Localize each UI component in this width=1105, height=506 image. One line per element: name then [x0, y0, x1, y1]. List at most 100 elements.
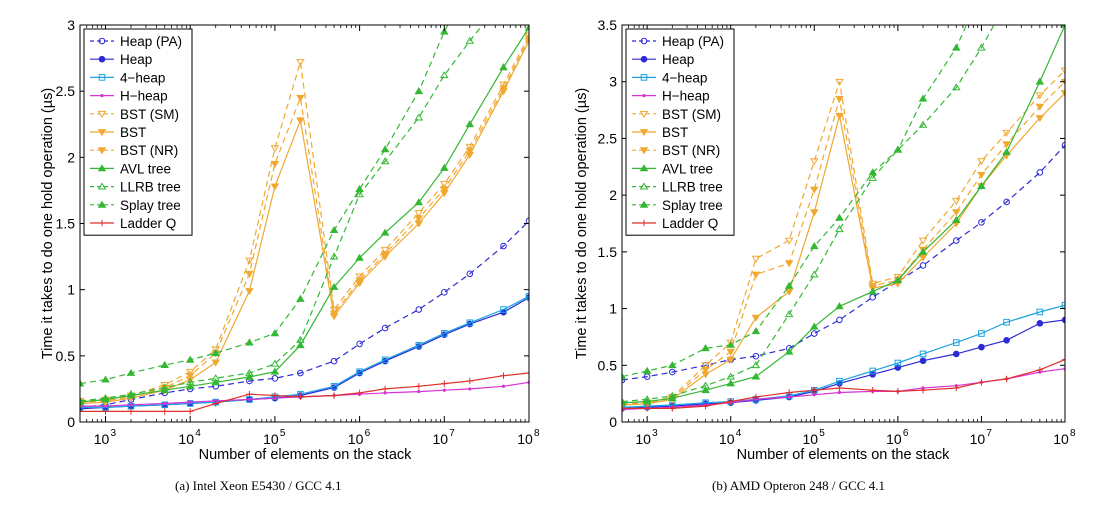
data-point: [330, 382, 338, 390]
data-point: [751, 372, 761, 380]
data-point: [415, 383, 423, 390]
legend-label: BST (NR): [120, 143, 178, 158]
data-point: [726, 356, 736, 364]
data-point: [752, 352, 760, 360]
legend-label: Splay tree: [120, 198, 181, 213]
data-point: [186, 408, 194, 415]
legend-item-bst: BST: [632, 125, 688, 140]
data-point: [245, 368, 254, 376]
data-point: [868, 287, 877, 295]
data-point: [525, 217, 529, 225]
caption-right: (b) AMD Opteron 248 / GCC 4.1: [712, 478, 885, 493]
legend-label: Heap: [662, 52, 694, 67]
data-point: [185, 378, 195, 386]
data-point: [951, 215, 961, 223]
caption-left: (a) Intel Xeon E5430 / GCC 4.1: [175, 478, 342, 493]
legend-item-ladder-q: Ladder Q: [632, 216, 718, 231]
series-line-4-heap: [622, 304, 1065, 408]
data-point: [951, 197, 961, 205]
data-point: [701, 366, 710, 374]
data-point: [726, 348, 736, 356]
data-point: [669, 368, 676, 376]
data-point: [702, 402, 709, 410]
x-tick-label: 10: [1053, 431, 1069, 447]
data-point: [978, 330, 985, 337]
series-line-llrb-tree: [80, 25, 484, 402]
data-point: [500, 242, 507, 250]
data-point: [1002, 141, 1011, 149]
legend-label: Heap (PA): [120, 34, 182, 49]
data-point: [329, 282, 339, 290]
legend-item-splay-tree: Splay tree: [90, 198, 181, 213]
data-point: [414, 215, 424, 223]
legend-marker: [98, 219, 106, 227]
y-tick-label: 1.5: [598, 244, 618, 260]
data-point: [80, 408, 84, 415]
data-point: [440, 27, 449, 35]
data-point: [643, 405, 651, 412]
data-point: [868, 173, 877, 182]
data-point: [524, 25, 529, 31]
data-point: [442, 388, 446, 392]
data-point: [211, 359, 220, 367]
data-point: [951, 209, 961, 217]
legend: Heap (PA) Heap 4−heap H−heap BST (SM) BST BST …: [83, 28, 193, 236]
data-point: [977, 158, 986, 166]
data-point: [185, 372, 195, 380]
data-point: [810, 242, 819, 250]
data-point: [1036, 169, 1044, 176]
data-point: [787, 395, 791, 399]
data-point: [414, 87, 424, 95]
data-point: [751, 255, 761, 263]
data-point: [919, 350, 927, 358]
y-tick-label: 0: [67, 414, 75, 430]
data-point: [499, 63, 508, 71]
series-line-heap-pa: [80, 220, 529, 408]
data-point: [642, 397, 652, 405]
data-point: [330, 392, 338, 399]
legend-label: Ladder Q: [662, 216, 718, 231]
data-point: [701, 386, 710, 394]
legend-marker: [100, 94, 104, 98]
series-ladder-q: [622, 356, 1065, 412]
data-point: [785, 389, 793, 396]
legend-marker: [97, 164, 107, 172]
y-tick-label: 2: [67, 149, 75, 165]
data-point: [380, 228, 390, 236]
data-point: [1060, 90, 1065, 98]
data-point: [383, 391, 387, 395]
y-tick-label: 0: [609, 414, 617, 430]
series-line-bst-nr: [80, 37, 529, 403]
data-point: [918, 120, 928, 128]
legend-item-bst-nr: BST (NR): [90, 143, 178, 158]
data-point: [297, 393, 304, 401]
x-tick-label: 10: [178, 431, 194, 447]
data-point: [329, 306, 339, 314]
x-tick-exponent: 4: [195, 428, 201, 439]
data-point: [952, 350, 960, 358]
y-tick-label: 1: [67, 282, 75, 298]
data-point: [356, 340, 363, 348]
series-splay-tree: [80, 25, 449, 387]
data-point: [835, 213, 844, 221]
data-point: [1036, 320, 1044, 327]
data-point: [466, 377, 473, 385]
x-tick-exponent: 6: [365, 428, 371, 439]
legend-item-4-heap: 4−heap: [90, 70, 165, 85]
data-point: [784, 260, 794, 268]
axes: 00.511.522.533.510 3 10 4 10 5 10 6 10 7 10 8: [598, 17, 1076, 447]
data-point: [126, 368, 136, 376]
data-point: [1003, 318, 1010, 326]
x-tick-exponent: 7: [449, 428, 455, 439]
data-point: [1061, 356, 1065, 363]
data-point: [810, 209, 819, 217]
data-point: [80, 379, 85, 387]
data-point: [810, 186, 819, 194]
data-point: [355, 190, 364, 198]
data-point: [163, 401, 167, 406]
x-tick-exponent: 5: [819, 428, 825, 439]
data-point: [500, 0, 507, 1]
data-point: [211, 378, 220, 386]
legend-marker: [97, 129, 107, 137]
